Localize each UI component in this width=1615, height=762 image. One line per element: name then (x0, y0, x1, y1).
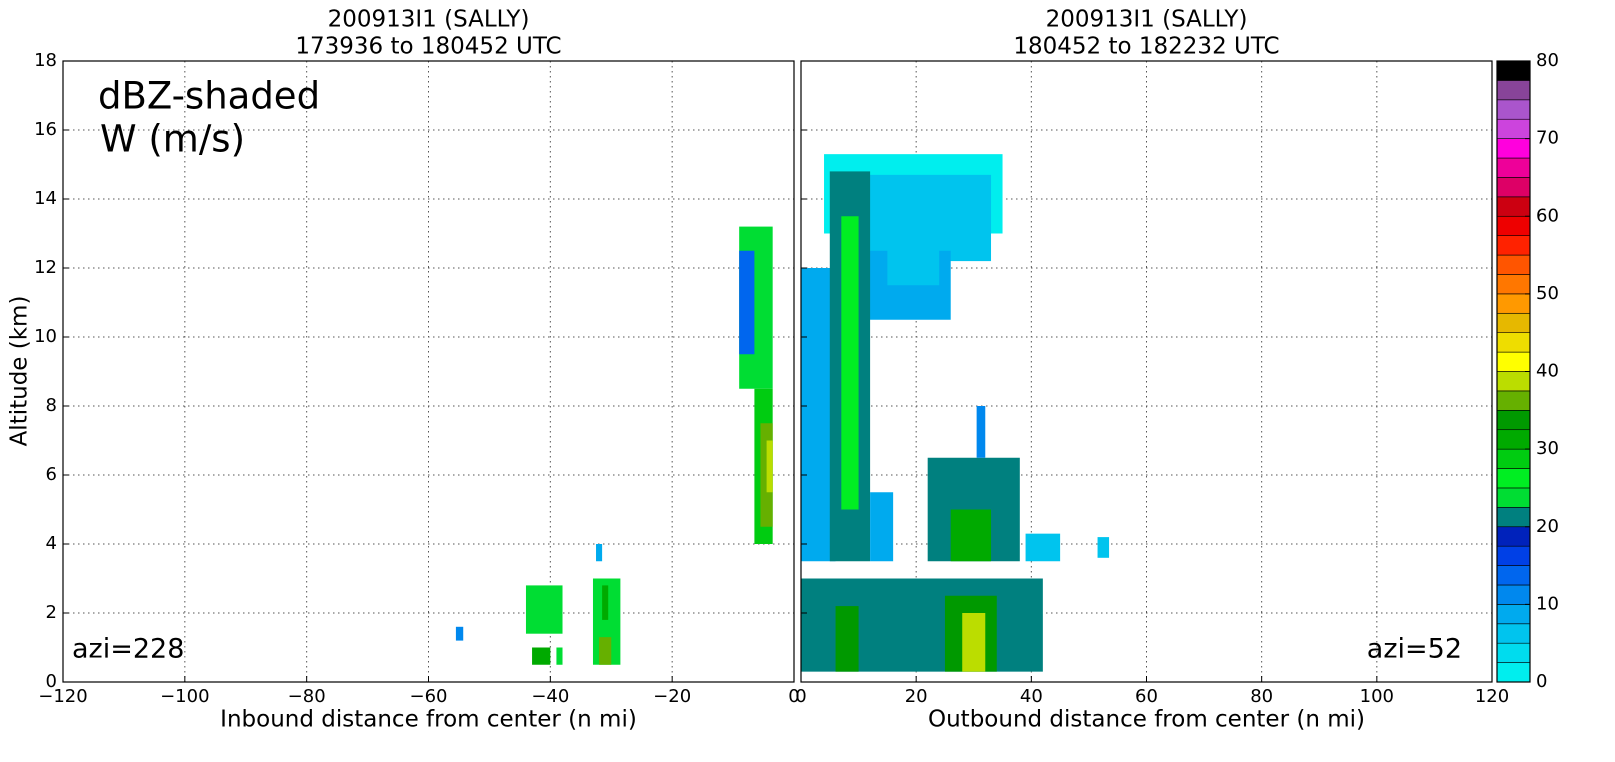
reflectivity-cell (887, 199, 940, 286)
x-tick-label: 0 (788, 686, 799, 707)
reflectivity-cell (1097, 537, 1110, 558)
colorbar-swatch (1496, 138, 1531, 159)
colorbar-swatch (1496, 642, 1531, 663)
colorbar-swatch (1496, 80, 1531, 101)
y-axis-label: Altitude (km) (7, 296, 33, 447)
colorbar-swatch (1496, 468, 1531, 489)
colorbar-swatch (1496, 60, 1531, 81)
colorbar-swatch (1496, 584, 1531, 605)
colorbar-swatch (1496, 254, 1531, 275)
colorbar-swatch (1496, 293, 1531, 314)
reflectivity-cell (739, 250, 755, 355)
x-tick-label: −100 (160, 686, 209, 707)
colorbar-swatch (1496, 99, 1531, 120)
y-tick-label: 12 (34, 257, 57, 278)
colorbar-swatch (1496, 118, 1531, 139)
colorbar-tick-label: 80 (1536, 50, 1559, 71)
annotation: azi=52 (1367, 634, 1462, 665)
x-tick-label: −80 (288, 686, 326, 707)
y-tick-label: 10 (34, 326, 57, 347)
colorbar-tick-label: 70 (1536, 128, 1559, 149)
x-tick-label: 20 (905, 686, 928, 707)
reflectivity-cell (532, 647, 551, 665)
colorbar-swatch (1496, 215, 1531, 236)
reflectivity-cell (455, 626, 464, 641)
colorbar-swatch (1496, 332, 1531, 353)
y-tick-label: 0 (46, 671, 57, 692)
x-tick-label: −20 (653, 686, 691, 707)
annotation: W (m/s) (100, 118, 245, 161)
plot-frame (62, 60, 795, 683)
chart-title: 200913I1 (SALLY) (328, 7, 530, 33)
colorbar-swatch (1496, 526, 1531, 547)
colorbar-swatch (1496, 410, 1531, 431)
reflectivity-cell (841, 216, 859, 510)
colorbar-swatch (1496, 312, 1531, 333)
colorbar-swatch (1496, 351, 1531, 372)
x-tick-label: 80 (1250, 686, 1273, 707)
y-tick-label: 18 (34, 50, 57, 71)
colorbar-swatch (1496, 604, 1531, 625)
colorbar-swatch (1496, 196, 1531, 217)
reflectivity-cell (870, 492, 894, 562)
x-tick-label: 120 (1475, 686, 1509, 707)
reflectivity-cell (801, 268, 836, 562)
colorbar-tick-label: 50 (1536, 283, 1559, 304)
chart-title: 180452 to 182232 UTC (1013, 34, 1279, 60)
colorbar-swatch (1496, 371, 1531, 392)
colorbar-tick-label: 20 (1536, 516, 1559, 537)
colorbar-tick-label: 30 (1536, 438, 1559, 459)
reflectivity-cell (525, 585, 563, 634)
reflectivity-cell (835, 606, 859, 672)
reflectivity-cell (950, 509, 992, 562)
colorbar-swatch (1496, 662, 1531, 683)
colorbar-swatch (1496, 448, 1531, 469)
reflectivity-cell (1025, 533, 1061, 562)
x-axis-label: Inbound distance from center (n mi) (220, 707, 637, 733)
colorbar-tick-label: 10 (1536, 593, 1559, 614)
reflectivity-cell (599, 637, 612, 665)
colorbar-swatch (1496, 565, 1531, 586)
reflectivity-cell (976, 406, 986, 458)
colorbar-swatch (1496, 507, 1531, 528)
x-tick-label: 40 (1020, 686, 1043, 707)
x-tick-label: 0 (795, 686, 806, 707)
colorbar-tick-label: 40 (1536, 361, 1559, 382)
colorbar-swatch (1496, 429, 1531, 450)
x-tick-label: −40 (531, 686, 569, 707)
chart-title: 200913I1 (SALLY) (1046, 7, 1248, 33)
reflectivity-cell (962, 613, 986, 672)
plot-frame (800, 60, 1493, 683)
colorbar-swatch (1496, 235, 1531, 256)
y-tick-label: 6 (46, 464, 57, 485)
colorbar-tick-label: 0 (1536, 671, 1547, 692)
y-tick-label: 16 (34, 119, 57, 140)
x-axis-label: Outbound distance from center (n mi) (928, 707, 1365, 733)
colorbar-swatch (1496, 177, 1531, 198)
reflectivity-cell (766, 440, 773, 493)
colorbar-tick-label: 60 (1536, 205, 1559, 226)
reflectivity-cell (596, 544, 603, 562)
colorbar-swatch (1496, 157, 1531, 178)
reflectivity-cell (556, 647, 563, 665)
y-tick-label: 14 (34, 188, 57, 209)
colorbar-swatch (1496, 623, 1531, 644)
annotation: dBZ-shaded (98, 75, 320, 118)
annotation: azi=228 (72, 634, 184, 665)
y-tick-label: 8 (46, 395, 57, 416)
colorbar-swatch (1496, 487, 1531, 508)
y-tick-label: 4 (46, 533, 57, 554)
x-tick-label: 100 (1360, 686, 1394, 707)
colorbar-swatch (1496, 274, 1531, 295)
x-tick-label: −120 (38, 686, 87, 707)
x-tick-label: −60 (410, 686, 448, 707)
chart-title: 173936 to 180452 UTC (295, 34, 561, 60)
colorbar-swatch (1496, 545, 1531, 566)
x-tick-label: 60 (1135, 686, 1158, 707)
reflectivity-cell (602, 585, 609, 620)
y-tick-label: 2 (46, 602, 57, 623)
colorbar-swatch (1496, 390, 1531, 411)
